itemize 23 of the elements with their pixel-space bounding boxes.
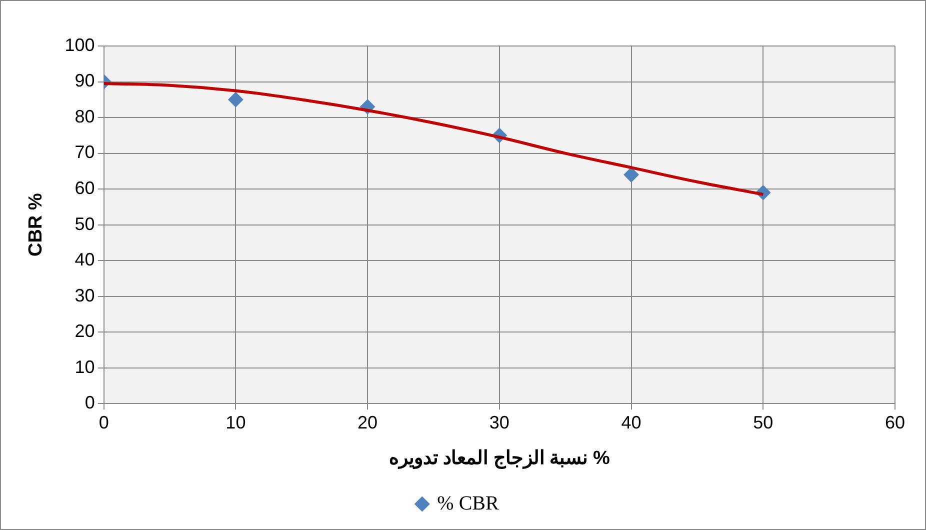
legend-label: % CBR xyxy=(437,492,500,514)
x-tick-label: 0 xyxy=(98,412,109,432)
point xyxy=(624,167,639,182)
y-axis-title: CBR % xyxy=(26,193,47,256)
y-tick-label: 10 xyxy=(74,356,95,377)
x-tick-label: 10 xyxy=(226,412,246,432)
y-tick-label: 50 xyxy=(74,214,95,234)
y-tick-label: 30 xyxy=(74,285,95,306)
x-tick-label: 30 xyxy=(489,412,510,432)
y-tick-label: 90 xyxy=(74,70,95,91)
y-tick-label: 80 xyxy=(74,106,95,126)
point xyxy=(228,92,244,108)
x-tick-label: 40 xyxy=(621,412,642,432)
x-tick-label: 20 xyxy=(358,412,378,432)
y-tick-label: 70 xyxy=(74,142,95,162)
y-tick-label: 20 xyxy=(74,321,95,342)
x-tick-label: 60 xyxy=(884,412,906,432)
x-tick-label: 50 xyxy=(753,412,774,432)
y-tick-label: 40 xyxy=(74,250,95,270)
y-tick-label: 100 xyxy=(64,34,95,55)
y-tick-label: 60 xyxy=(74,178,95,198)
y-tick-label: 0 xyxy=(84,392,95,413)
x-axis-title: نسبة الزجاج المعاد تدويره % xyxy=(388,448,610,469)
